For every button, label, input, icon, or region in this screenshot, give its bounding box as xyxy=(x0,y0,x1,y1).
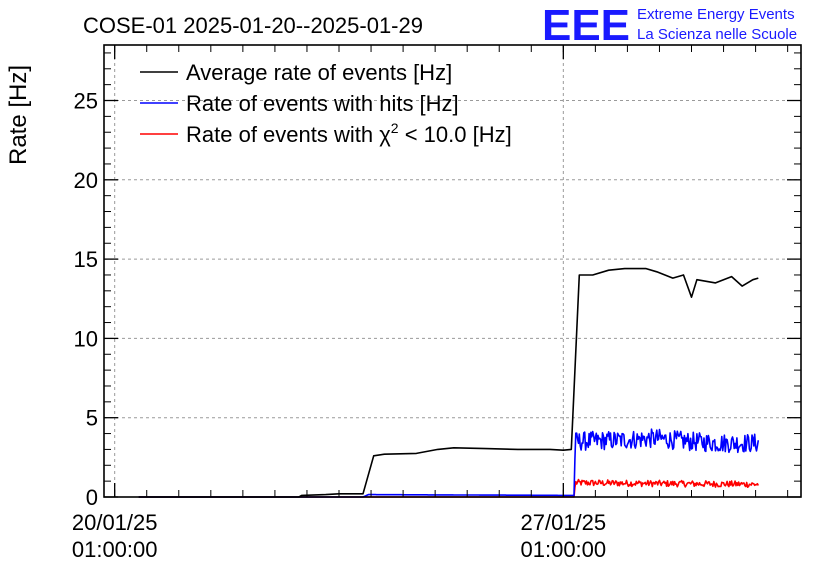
legend-entry-average: Average rate of events [Hz] xyxy=(140,60,452,85)
series-layer xyxy=(138,267,760,498)
y-tick-label: 25 xyxy=(74,89,98,114)
eee-logo-line2: La Scienza nelle Scuole xyxy=(637,26,797,43)
y-tick-label: 15 xyxy=(74,247,98,272)
y-axis-title: Rate [Hz] xyxy=(5,65,32,165)
chart-title: COSE-01 2025-01-20--2025-01-29 xyxy=(83,13,423,38)
legend-entry-hits: Rate of events with hits [Hz] xyxy=(140,91,459,116)
axis-ticks xyxy=(104,45,801,498)
legend-chi2-prefix: Rate of events with xyxy=(186,122,379,147)
y-tick-label: 5 xyxy=(86,406,98,431)
legend-chi2-symbol: χ xyxy=(379,122,391,147)
y-tick-labels: 0 5 10 15 20 25 xyxy=(74,89,98,510)
x-tick-date: 27/01/25 xyxy=(521,510,607,535)
legend: Average rate of events [Hz] Rate of even… xyxy=(140,60,512,147)
x-tick-time: 01:00:00 xyxy=(72,537,158,562)
series-line-hits xyxy=(138,428,760,498)
y-tick-label: 10 xyxy=(74,326,98,351)
legend-chi2-suffix: < 10.0 [Hz] xyxy=(399,122,512,147)
eee-logo: EEE Extreme Energy Events La Scienza nel… xyxy=(542,1,797,50)
grid xyxy=(104,45,801,497)
series-line-average xyxy=(138,267,759,498)
y-tick-label: 0 xyxy=(86,485,98,510)
x-tick-date: 20/01/25 xyxy=(72,510,158,535)
legend-label-hits: Rate of events with hits [Hz] xyxy=(186,91,459,116)
legend-label-chi2: Rate of events with χ2 < 10.0 [Hz] xyxy=(186,120,512,147)
y-tick-label: 20 xyxy=(74,168,98,193)
eee-logo-mark: EEE xyxy=(542,1,630,50)
plot-frame xyxy=(103,44,802,498)
x-tick-time: 01:00:00 xyxy=(521,537,607,562)
legend-entry-chi2: Rate of events with χ2 < 10.0 [Hz] xyxy=(140,120,512,147)
legend-label-average: Average rate of events [Hz] xyxy=(186,60,452,85)
legend-chi2-sup: 2 xyxy=(391,120,399,136)
eee-logo-line1: Extreme Energy Events xyxy=(637,6,795,23)
